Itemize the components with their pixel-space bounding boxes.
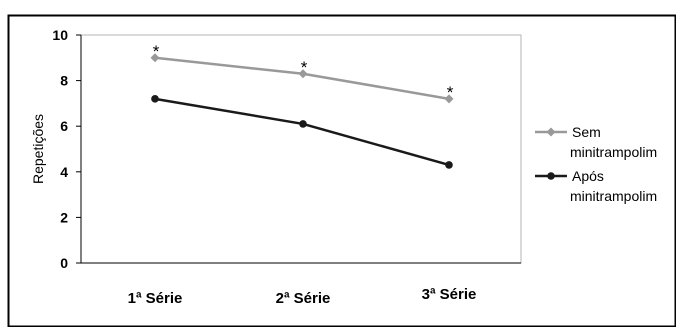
- data-point: [444, 94, 454, 104]
- data-point: [298, 69, 308, 79]
- significance-marker: *: [301, 58, 308, 77]
- data-point: [445, 161, 453, 169]
- significance-marker: *: [447, 83, 454, 102]
- legend-label: Sem: [572, 124, 601, 140]
- y-tick-label: 2: [60, 209, 68, 225]
- legend-label: minitrampolim: [570, 188, 657, 204]
- legend-marker: [547, 172, 555, 180]
- series-layer: [150, 53, 454, 169]
- data-point: [299, 120, 307, 128]
- data-point: [151, 95, 159, 103]
- y-axis-label: Repetições: [30, 114, 46, 184]
- y-tick-label: 8: [60, 73, 68, 89]
- data-point: [150, 53, 160, 63]
- y-tick-label: 6: [60, 118, 68, 134]
- annotation-layer: * * *: [153, 42, 454, 102]
- legend-marker: [546, 127, 556, 137]
- x-ticks: 1ª Série 2ª Série 3ª Série: [128, 286, 477, 307]
- legend: Sem minitrampolim Após minitrampolim: [535, 124, 657, 204]
- legend-label: Após: [572, 168, 604, 184]
- legend-label: minitrampolim: [570, 144, 657, 160]
- significance-marker: *: [153, 42, 160, 61]
- y-ticks: 0 2 4 6 8 10: [52, 27, 81, 271]
- x-tick-label: 2ª Série: [276, 290, 331, 307]
- x-tick-label: 1ª Série: [128, 290, 183, 307]
- y-tick-label: 4: [60, 164, 68, 180]
- y-tick-label: 0: [60, 255, 68, 271]
- y-tick-label: 10: [52, 27, 68, 43]
- x-tick-label: 3ª Série: [422, 286, 477, 303]
